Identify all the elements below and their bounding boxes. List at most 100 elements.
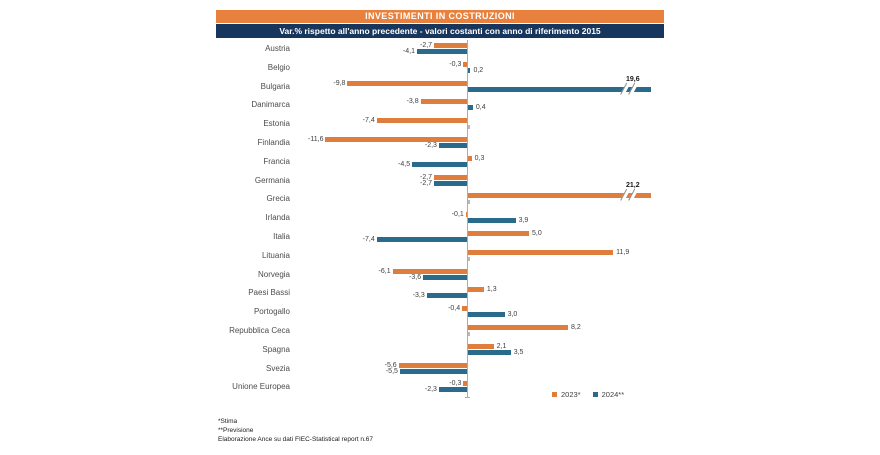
category-label: Svezia bbox=[265, 363, 290, 373]
bar-2024 bbox=[438, 387, 467, 393]
chart-row-finlandia: Finlandia -11,6 -2,3 bbox=[216, 134, 664, 153]
bar-2024 bbox=[468, 218, 516, 224]
bar-2023 bbox=[463, 61, 467, 67]
legend-swatch-2024 bbox=[592, 392, 598, 397]
category-label: Repubblica Ceca bbox=[229, 326, 290, 335]
bar-2023 bbox=[398, 362, 467, 368]
value-label-2024: 3,5 bbox=[513, 348, 524, 356]
category-label: Grecia bbox=[266, 194, 290, 204]
category-label: Austria bbox=[265, 44, 290, 53]
category-label: Francia bbox=[263, 156, 290, 166]
bar-2024 bbox=[468, 86, 651, 92]
bar-2023 bbox=[463, 381, 467, 387]
value-label-2023: -9,8 bbox=[333, 79, 346, 87]
value-label-2023: 0,3 bbox=[474, 154, 485, 162]
value-label-2024: -2,3 bbox=[424, 142, 437, 149]
chart-row-bulgaria: Bulgaria -9,8 19,6 bbox=[216, 75, 664, 97]
bar-2024 bbox=[423, 274, 467, 280]
category-label: Norvegia bbox=[257, 269, 290, 279]
value-label-2023: -6,1 bbox=[378, 267, 391, 275]
value-label-2024: -3,6 bbox=[409, 273, 422, 281]
value-label-2024: 3,0 bbox=[507, 311, 518, 319]
chart-subtitle: Var.% rispetto all'anno precedente - val… bbox=[216, 24, 664, 38]
chart-row-italia: Italia 5,0 -7,4 bbox=[216, 228, 664, 247]
bar-2024 bbox=[468, 349, 511, 355]
value-label-2024: 0,4 bbox=[475, 104, 486, 112]
value-axis-line bbox=[467, 40, 468, 397]
value-label-2023: -11,6 bbox=[308, 136, 324, 143]
bar-2024 bbox=[376, 237, 467, 242]
category-label: Paesi Bassi bbox=[248, 288, 290, 298]
bar-2023 bbox=[468, 193, 651, 199]
value-label-2023: 8,2 bbox=[571, 324, 581, 331]
chart-row-grecia: Grecia 21,2 bbox=[216, 182, 664, 209]
bar-2024 bbox=[438, 143, 467, 148]
category-label: Finlandia bbox=[257, 138, 290, 147]
value-label-2024: -5,5 bbox=[385, 367, 398, 375]
category-label: Lituania bbox=[261, 250, 290, 260]
zero-stub-2024 bbox=[468, 256, 470, 261]
value-label-2023: 11,9 bbox=[616, 248, 630, 256]
value-label-2023: -2,7 bbox=[420, 173, 433, 181]
value-label-2024: 0,2 bbox=[473, 66, 484, 74]
bar-2024 bbox=[468, 105, 473, 111]
axis-end-tick bbox=[465, 397, 470, 398]
chart-row-irlanda: Irlanda -0,1 3,9 bbox=[216, 209, 664, 228]
value-label-2024: 19,6 bbox=[626, 75, 640, 83]
bar-2023 bbox=[325, 137, 467, 142]
category-label: Irlanda bbox=[265, 213, 290, 223]
zero-stub-2024 bbox=[468, 332, 470, 336]
category-label: Estonia bbox=[263, 119, 290, 129]
chart-row-repubblica-ceca: Repubblica Ceca 8,2 bbox=[216, 322, 664, 341]
chart-row-germania: Germania -2,7 -2,7 bbox=[216, 172, 664, 191]
bar-2023 bbox=[392, 268, 467, 274]
bar-2024 bbox=[412, 161, 467, 167]
category-label: Belgio bbox=[267, 62, 290, 72]
chart-row-portogallo: Portogallo -0,4 3,0 bbox=[216, 303, 664, 322]
value-label-2023: 21,2 bbox=[626, 182, 640, 190]
value-label-2024: -2,3 bbox=[424, 386, 437, 394]
chart-row-svezia: Svezia -5,6 -5,5 bbox=[216, 360, 664, 379]
footnote-stima: *Stima bbox=[218, 418, 238, 425]
value-label-2023: -7,4 bbox=[362, 117, 375, 125]
value-label-2023: -0,3 bbox=[449, 60, 462, 68]
chart-row-spagna: Spagna 2,1 3,5 bbox=[216, 341, 664, 360]
value-label-2024: -7,4 bbox=[362, 236, 375, 243]
legend: 2023* 2024** bbox=[552, 390, 624, 399]
bar-2024 bbox=[434, 180, 467, 186]
legend-label-2023: 2023* bbox=[561, 390, 581, 399]
bar-2023 bbox=[468, 287, 484, 293]
chart-container: INVESTIMENTI IN COSTRUZIONI Var.% rispet… bbox=[216, 10, 664, 450]
chart-row-francia: Francia 0,3 -4,5 bbox=[216, 153, 664, 172]
bar-2023 bbox=[434, 174, 467, 180]
bar-2023 bbox=[462, 306, 467, 312]
chart-row-belgio: Belgio -0,3 0,2 bbox=[216, 59, 664, 78]
chart-row-austria: Austria -2,7 -4,1 bbox=[216, 40, 664, 59]
value-label-2024: -3,3 bbox=[412, 292, 425, 300]
category-label: Danimarca bbox=[251, 100, 290, 110]
category-label: Italia bbox=[273, 232, 290, 241]
bar-2023 bbox=[347, 80, 467, 86]
chart-row-danimarca: Danimarca -3,8 0,4 bbox=[216, 96, 664, 115]
bar-2024 bbox=[416, 49, 467, 54]
value-label-2024: -4,5 bbox=[398, 160, 411, 168]
bar-2024 bbox=[468, 312, 505, 318]
chart-row-estonia: Estonia -7,4 bbox=[216, 115, 664, 134]
category-label: Portogallo bbox=[253, 307, 290, 317]
value-label-2023: -0,3 bbox=[449, 380, 462, 388]
value-label-2023: -2,7 bbox=[420, 42, 433, 49]
value-label-2024: -2,7 bbox=[420, 179, 433, 187]
bar-2024 bbox=[426, 293, 467, 299]
chart-row-lituania: Lituania 11,9 bbox=[216, 247, 664, 266]
value-label-2023: 5,0 bbox=[532, 230, 542, 237]
legend-label-2024: 2024** bbox=[601, 390, 625, 399]
category-label: Unione Europea bbox=[232, 382, 290, 392]
category-label: Bulgaria bbox=[260, 81, 290, 91]
value-label-2023: -3,8 bbox=[406, 98, 419, 106]
zero-stub-2024 bbox=[468, 125, 470, 130]
zero-stub-2024 bbox=[468, 200, 470, 205]
category-label: Germania bbox=[254, 175, 290, 185]
bar-2023 bbox=[420, 99, 467, 105]
value-label-2023: -0,4 bbox=[448, 305, 461, 313]
